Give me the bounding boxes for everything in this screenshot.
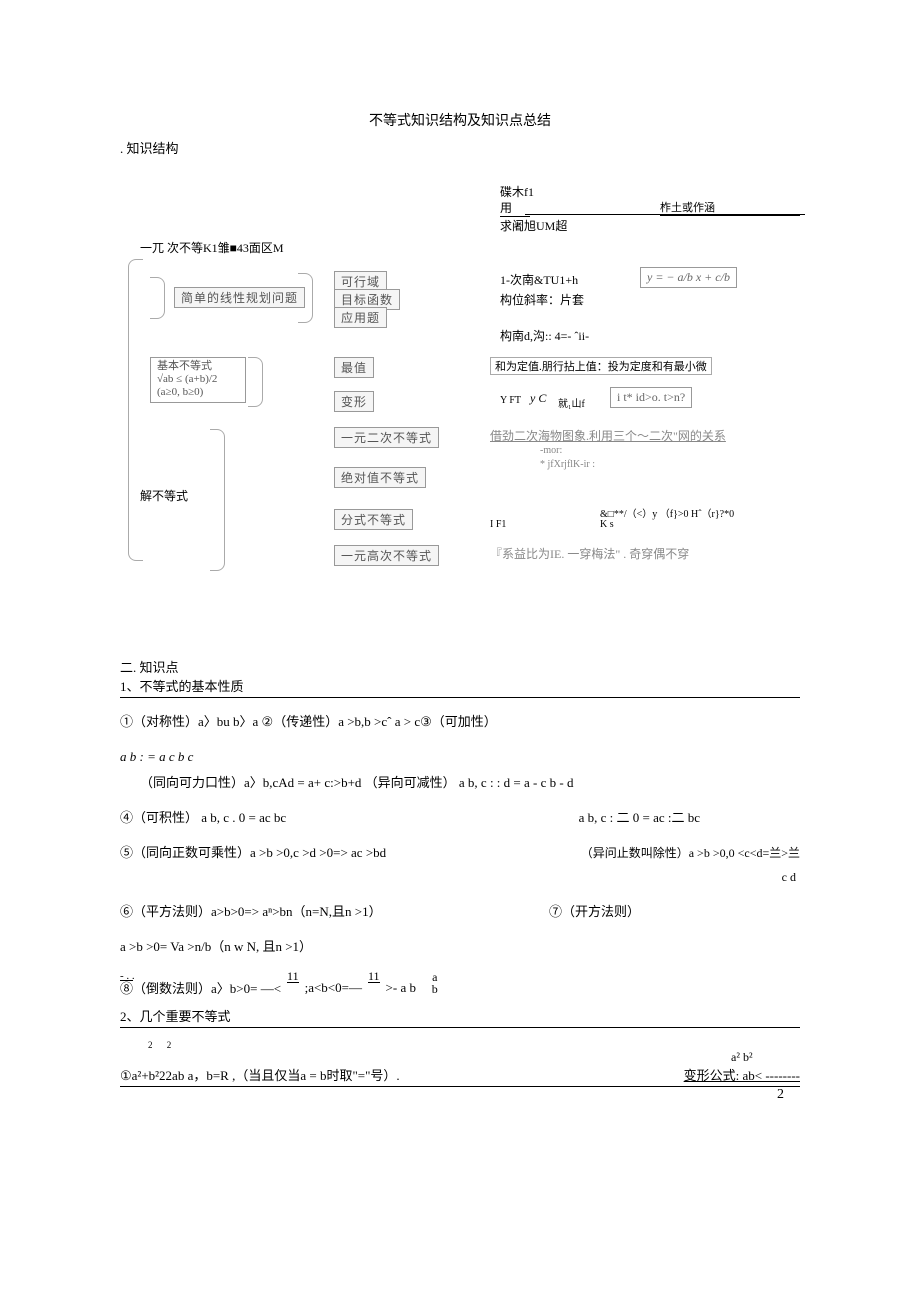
kp1-l5b-a: （异问止数叫除性）a >b >0,0 <c<d=兰>兰 [581, 846, 800, 860]
page-title: 不等式知识结构及知识点总结 [120, 110, 800, 130]
basic-m1: √ab ≤ (a+b)/2 [157, 373, 239, 386]
kp1-l6-row: ⑥（平方法则）a>b>0=> aⁿ>bn（n=N,且n >1） ⑦（开方法则） [120, 900, 800, 925]
kp1-l6: ⑥（平方法则）a>b>0=> aⁿ>bn（n=N,且n >1） [120, 900, 382, 925]
solve-b2: 绝对值不等式 [334, 467, 426, 488]
kp1-l4: ④（可积性） a b, c . 0 = ac bc [120, 806, 286, 831]
solve-b1-r2: -mor: [540, 445, 562, 456]
kp1-l8-pre: ⑧ [120, 981, 133, 996]
kp1-l8-f1: 11 [287, 970, 299, 983]
kp1-l8-f2: 11 [368, 970, 380, 983]
solve-b3-r3: K s [600, 519, 614, 530]
kp2-l1-sup: 2 2 [120, 1040, 800, 1050]
lp-opt3: 应用题 [334, 307, 387, 328]
solve-b3: 分式不等式 [334, 509, 413, 530]
section1-title: . 知识结构 [120, 138, 800, 157]
kp1-l5-row: ⑤（同向正数可乘性）a >b >0,c >d >0=> ac >bd （异问止数… [120, 841, 800, 890]
kp1-l3: （同向可力口性）a〉b,cAd = a+ c:>b+d （异向可减性） a b,… [120, 771, 800, 796]
basic-r2-box: i t* id>o. t>n? [610, 387, 692, 408]
solve-label: 解不等式 [140, 487, 188, 504]
basic-head: 基本不等式 [157, 360, 239, 373]
solve-b3-r2: &□**/（<）y （f}>0 Hˆ（r}?*0 [600, 505, 734, 520]
kp1-l6b: ⑦（开方法则） [549, 900, 640, 925]
section2-title: 二. 知识点 [120, 657, 800, 676]
lp-r2: 构位斜率：片套 [500, 291, 584, 308]
solve-b1-r3: * jfXrjflK-ir : [540, 459, 595, 470]
kp1-l8-dots: - . . [120, 970, 281, 982]
kp2-r: 变形公式: ab< -------- [684, 1068, 800, 1083]
kp2-r-top: a² b² [684, 1050, 800, 1065]
diag-top-d: 求阇旭UM超 [500, 217, 567, 234]
lp-label: 简单的线性规划问题 [174, 287, 305, 308]
kp1-l5: ⑤（同向正数可乘性）a >b >0,c >d >0=> ac >bd [120, 841, 386, 866]
kp2-l1-row: ①a²+b²22ab a，b=R ,（当且仅当a = b时取"="号）. a² … [120, 1050, 800, 1084]
kp1-l4-row: ④（可积性） a b, c . 0 = ac bc a b, c : 二 0 =… [120, 806, 800, 831]
kp1-l8-tb: b [432, 982, 438, 996]
solve-b4: 一元高次不等式 [334, 545, 439, 566]
kp2-r-bot: 2 [120, 1087, 800, 1103]
kp1-l5b-b: c d [782, 870, 800, 884]
solve-b3-r1: I F1 [490, 519, 506, 530]
basic-r2c: y C [530, 391, 546, 406]
kp1-l1: ①（对称性）a〉bu b〉a ②（传递性）a >b,b >cˆ a > c③（可… [120, 710, 800, 735]
kp1-l4b: a b, c : 二 0 = ac :二 bc [579, 806, 700, 831]
basic-opt1: 最值 [334, 357, 374, 378]
basic-r1: 和为定值.朋行拈上值：投为定度和有最小微 [490, 357, 712, 375]
kp1-l7: a >b >0= Va >n/b（n w N, 且n >1） [120, 935, 800, 960]
solve-b4-r: 『系益比为IE. 一穿梅法" . 奇穿偶不穿 [490, 545, 689, 562]
concept-diagram: 碟木f1 用 柞土或作涵 求阇旭UM超 一兀 次不等K1雏■43面区M 简单的线… [120, 187, 800, 597]
diag-row1-left: 一兀 次不等K1雏■43面区M [140, 239, 284, 256]
kp2-l1: ①a²+b²22ab a，b=R ,（当且仅当a = b时取"="号）. [120, 1065, 400, 1084]
kp1-l2: a b : = a c b c [120, 749, 193, 764]
basic-m2: (a≥0, b≥0) [157, 386, 239, 399]
lp-r3: 构南d,沟:: 4=- ˆii- [500, 327, 589, 344]
solve-b1: 一元二次不等式 [334, 427, 439, 448]
kp1-title: 1、不等式的基本性质 [120, 676, 800, 698]
basic-r2a: Y FT [500, 395, 521, 406]
basic-r2b: 就₁山f [558, 395, 585, 410]
kp2-title: 2、几个重要不等式 [120, 1006, 800, 1028]
basic-opt2: 变形 [334, 391, 374, 412]
lp-formula: y = − a/b x + c/b [640, 267, 737, 288]
solve-b1-r: 借劲二次海物图象.利用三个～二次"网的关系 [490, 427, 726, 444]
diag-top-a: 碟木f1 [500, 183, 534, 200]
lp-r1: 1-次南&TU1+h [500, 271, 578, 288]
